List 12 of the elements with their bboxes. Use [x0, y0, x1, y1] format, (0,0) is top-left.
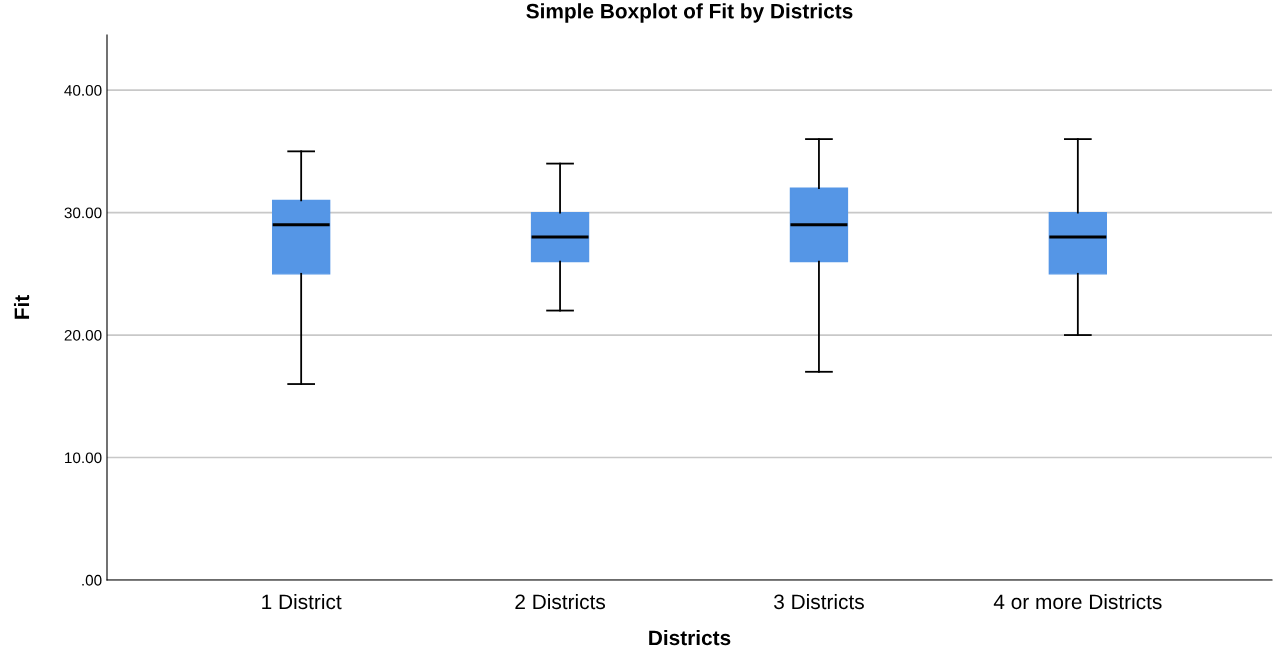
chart-title: Simple Boxplot of Fit by Districts	[526, 3, 853, 23]
y-tick-label: .00	[82, 574, 102, 586]
y-tick-label: 20.00	[64, 329, 102, 341]
y-axis-title: Fit	[13, 295, 30, 319]
x-tick-label: 2 Districts	[515, 593, 606, 610]
y-tick-label: 30.00	[64, 207, 102, 219]
y-tick-label: 40.00	[64, 84, 102, 96]
x-axis-title: Districts	[649, 629, 731, 646]
x-tick-label: 1 District	[262, 593, 342, 610]
y-tick-label: 10.00	[65, 452, 102, 464]
x-tick-label: 3 Districts	[774, 593, 864, 610]
x-tick-label: 4 or more Districts	[993, 593, 1162, 610]
